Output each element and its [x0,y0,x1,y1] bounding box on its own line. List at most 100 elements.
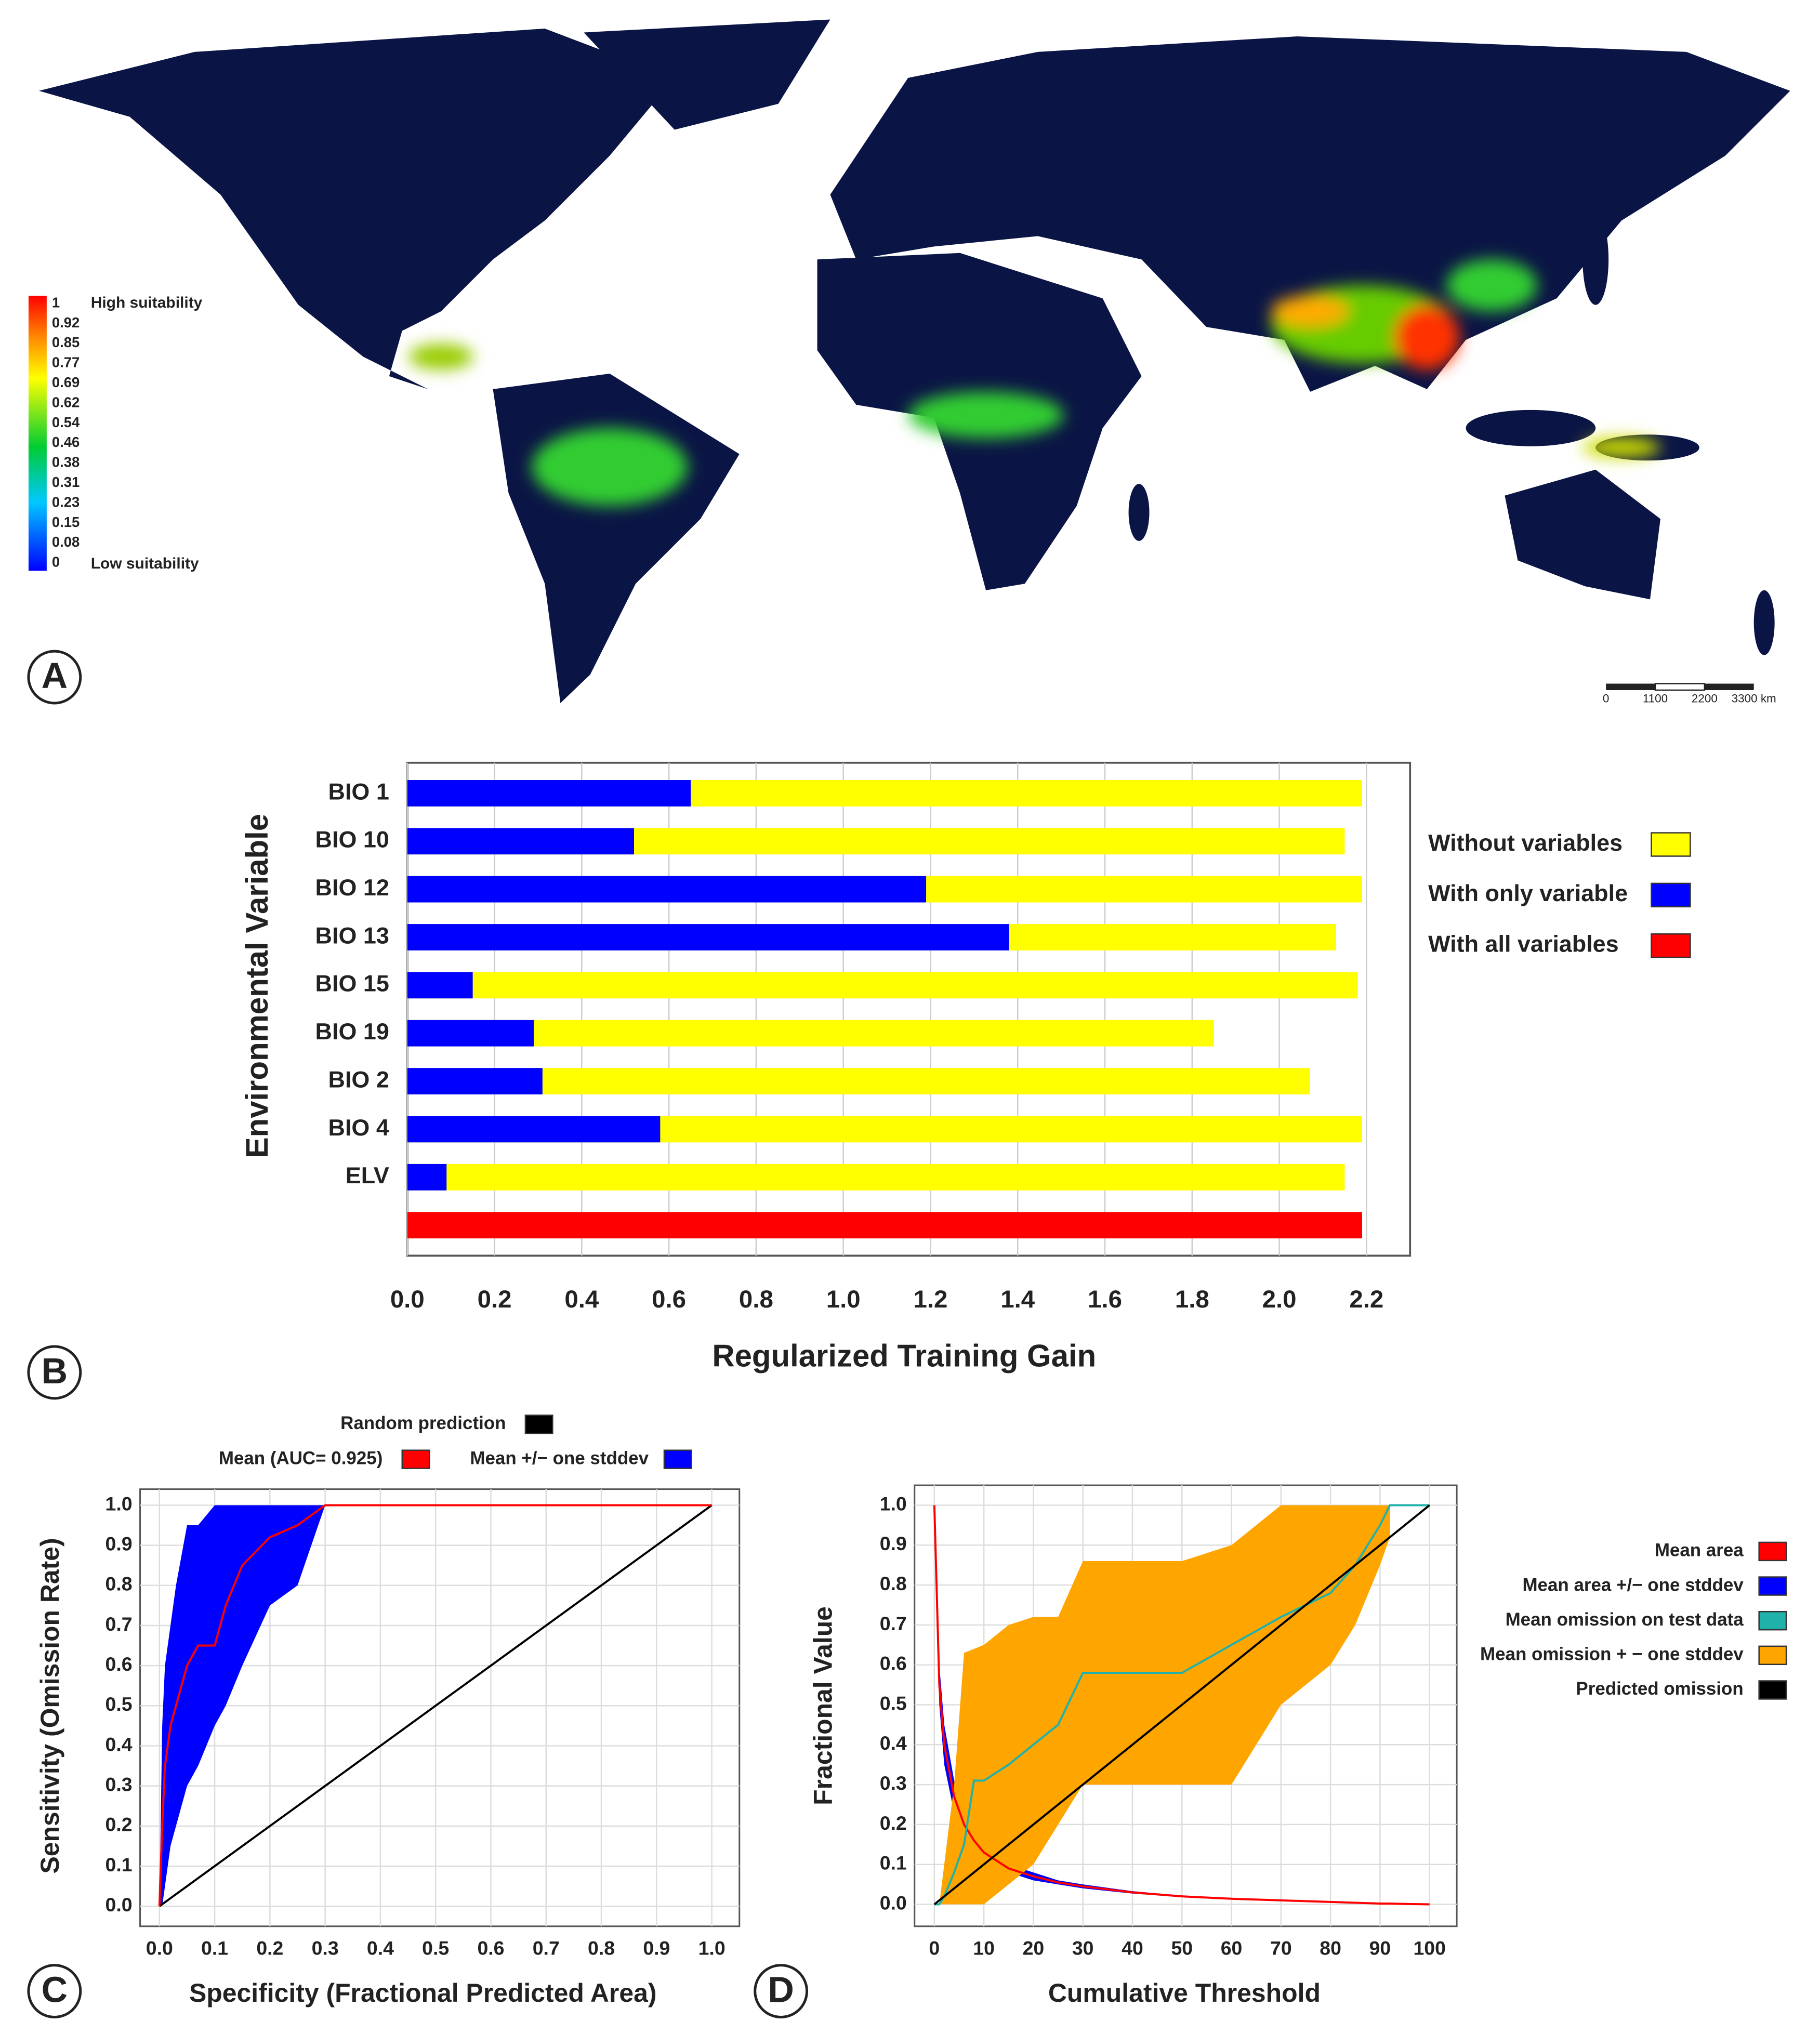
legend-tick-label: 0.46 [52,434,80,450]
line [933,1505,1430,1906]
bar [407,1164,1345,1191]
line [933,1504,1430,1906]
y-tick-label: BIO 1 [328,778,389,804]
patch [1271,296,1349,327]
bar [407,972,473,999]
panel-label: C [42,1970,68,2010]
panel-circle [754,1964,809,2018]
x-tick-label: 1.0 [826,1286,861,1313]
x-tick-label: 2.2 [1349,1286,1383,1313]
legend-tick-label: 0 [52,554,60,570]
patch [1394,305,1460,370]
legend-label: With only variable [1428,880,1628,906]
x-tick-label: 50 [1171,1937,1193,1959]
patch [908,391,1064,439]
x-tick-label: 10 [973,1937,995,1959]
x-tick-label: 0.4 [564,1286,599,1313]
legend-tick-label: 0.31 [52,474,80,490]
legend-swatch [524,1415,553,1434]
eurasia [830,36,1790,392]
legend-label: Without variables [1428,829,1623,856]
islands [1466,410,1596,446]
x-tick-label: 1.4 [1000,1286,1035,1313]
x-tick-label: 40 [1122,1937,1143,1959]
world-map [38,19,1790,703]
y-tick-label: 0.6 [880,1653,907,1674]
patch [1582,437,1660,458]
x-tick-label: 0.6 [477,1937,504,1959]
legend-label: Mean +/− one stddev [470,1448,649,1468]
y-tick-label: 0.7 [880,1613,907,1634]
bar [407,876,927,903]
bar [407,924,1009,950]
x-tick-label: 0.5 [422,1937,449,1959]
x-tick-label: 80 [1320,1937,1341,1959]
bar [407,1164,447,1191]
y-tick-label: BIO 2 [328,1066,389,1092]
y-tick-label: 0.1 [105,1854,133,1875]
y-tick-label: 0.1 [880,1852,907,1874]
y-axis-label: Sensitivity (Omission Rate) [35,1538,64,1873]
legend-tick-label: 0.77 [52,354,80,371]
x-tick-label: 0.9 [643,1937,670,1959]
madagascar [1128,484,1150,541]
bar [407,1068,1310,1094]
legend-tick-label: 0.85 [52,334,80,350]
y-tick-label: 0.4 [880,1732,907,1754]
y-tick-label: 0.0 [880,1892,907,1913]
legend-swatch [1758,1541,1787,1562]
panel-label: A [42,655,68,696]
x-tick-label: 0.1 [201,1937,228,1959]
japan [1582,214,1609,305]
x-tick-label: 0.0 [146,1937,173,1959]
legend-swatch [1651,832,1691,857]
bar [407,972,1358,999]
legend-label: Mean omission + − one stddev [1480,1644,1744,1665]
x-axis-label: Specificity (Fractional Predicted Area) [189,1978,657,2007]
x-tick-label: 0.2 [478,1286,512,1313]
x-tick-label: 90 [1369,1937,1391,1959]
legend-label: Mean omission on test data [1506,1609,1744,1630]
y-tick-label: 0.6 [105,1653,133,1675]
x-tick-label: 30 [1072,1937,1094,1959]
y-tick-label: 1.0 [880,1493,907,1514]
scale-bar [1606,683,1754,691]
y-tick-label: 0.5 [880,1692,907,1714]
x-tick-label: 0.6 [652,1286,686,1313]
line [159,1504,713,1907]
legend-high: High suitability [91,294,203,311]
legend-label: Mean area [1655,1540,1744,1561]
legend-swatch [1758,1576,1787,1596]
x-tick-label: 1.2 [913,1286,947,1313]
north-america [38,28,675,389]
patch [1446,259,1537,312]
y-tick-label: BIO 12 [315,874,389,901]
legend-swatch [1651,882,1691,908]
x-tick-label: 2.0 [1262,1286,1297,1313]
legend-label: Mean (AUC= 0.925) [219,1448,383,1468]
x-axis-label: Cumulative Threshold [1048,1978,1321,2007]
patch [408,344,474,370]
scale-seg [1606,683,1655,690]
y-tick-label: 0.8 [880,1573,907,1594]
greenland [584,19,830,130]
x-tick-label: 1.0 [698,1937,726,1959]
legend-tick-label: 1 [52,294,60,310]
x-tick-label: 0.0 [390,1286,425,1313]
scale-label: 3300 km [1732,692,1776,705]
legend-tick-label: 0.62 [52,394,80,410]
legend-swatch [1758,1610,1787,1631]
bar [407,1068,543,1094]
y-tick-label: 0.3 [880,1772,907,1794]
x-tick-label: 1.6 [1088,1286,1122,1313]
scale-seg [1704,683,1754,690]
bar [407,1020,534,1047]
line [158,1504,712,1907]
legend-label: Random prediction [340,1413,506,1433]
y-tick-label: ELV [346,1162,389,1188]
legend-swatch [663,1449,692,1469]
panel-circle [27,1964,82,2018]
band [159,1505,712,1907]
